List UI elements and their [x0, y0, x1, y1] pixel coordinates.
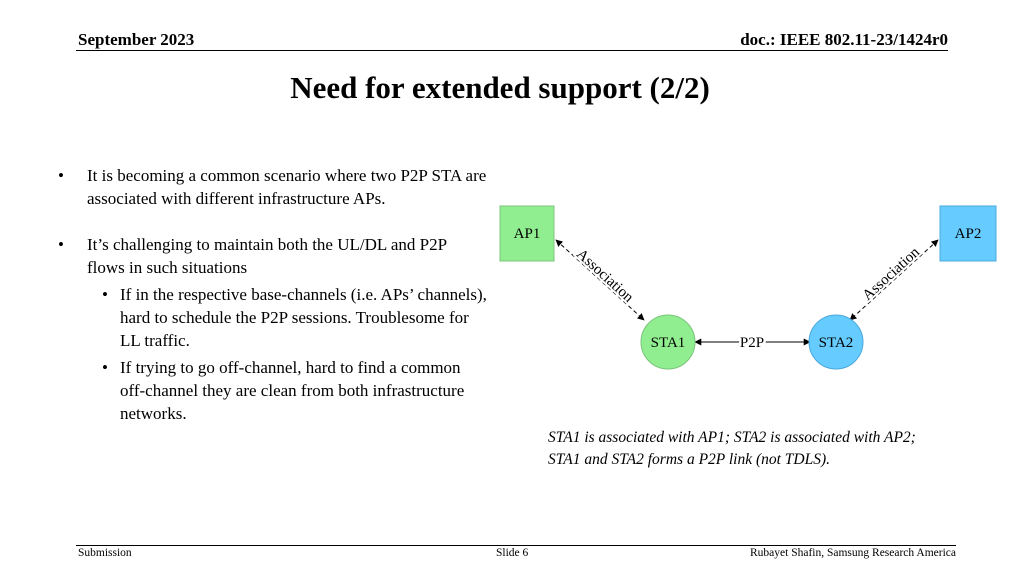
ap1-label: AP1: [514, 226, 541, 242]
diagram-caption: STA1 is associated with AP1; STA2 is ass…: [548, 427, 916, 471]
sta1-node: [640, 314, 696, 370]
association-link-right: [849, 239, 939, 321]
association-label-right: Association: [860, 244, 924, 304]
ap2-node: [939, 205, 997, 262]
p2p-label: P2P: [740, 335, 764, 351]
bullet-dot-icon: •: [102, 358, 108, 377]
sub-bullet-text: If in the respective base-channels (i.e.…: [120, 285, 487, 350]
bullet-dot-icon: •: [58, 166, 64, 185]
bullet-item: • It is becoming a common scenario where…: [58, 164, 488, 210]
header-doc-number: doc.: IEEE 802.11-23/1424r0: [740, 30, 948, 49]
footer-slide-number: Slide 6: [496, 547, 529, 559]
bullet-text: It’s challenging to maintain both the UL…: [87, 235, 447, 277]
sub-bullet-item: • If trying to go off-channel, hard to f…: [58, 356, 488, 425]
bullet-list: • It is becoming a common scenario where…: [58, 164, 488, 448]
footer-divider: [76, 545, 956, 546]
ap1-node: [499, 205, 555, 262]
caption-line: STA1 is associated with AP1; STA2 is ass…: [548, 429, 916, 446]
association-link-left: [555, 239, 645, 321]
footer-author: Rubayet Shafin, Samsung Research America: [750, 547, 956, 559]
header-date: September 2023: [78, 30, 195, 49]
bullet-dot-icon: •: [58, 235, 64, 254]
network-diagram: Association Association P2P AP1 AP2 STA1…: [499, 205, 997, 370]
bullet-dot-icon: •: [102, 285, 108, 304]
sta2-label: STA2: [819, 335, 854, 351]
bullet-item: • It’s challenging to maintain both the …: [58, 233, 488, 425]
sta1-label: STA1: [651, 335, 686, 351]
caption-line: STA1 and STA2 forms a P2P link (not TDLS…: [548, 451, 831, 468]
bullet-text: It is becoming a common scenario where t…: [87, 166, 487, 208]
association-label-left: Association: [573, 246, 637, 306]
slide-title: Need for extended support (2/2): [290, 70, 710, 105]
ap2-label: AP2: [955, 226, 982, 242]
sta2-node: [808, 314, 864, 370]
sub-bullet-item: • If in the respective base-channels (i.…: [58, 283, 488, 352]
header-divider: [76, 50, 948, 51]
footer-submission: Submission: [78, 547, 132, 559]
sub-bullet-text: If trying to go off-channel, hard to fin…: [120, 358, 465, 423]
